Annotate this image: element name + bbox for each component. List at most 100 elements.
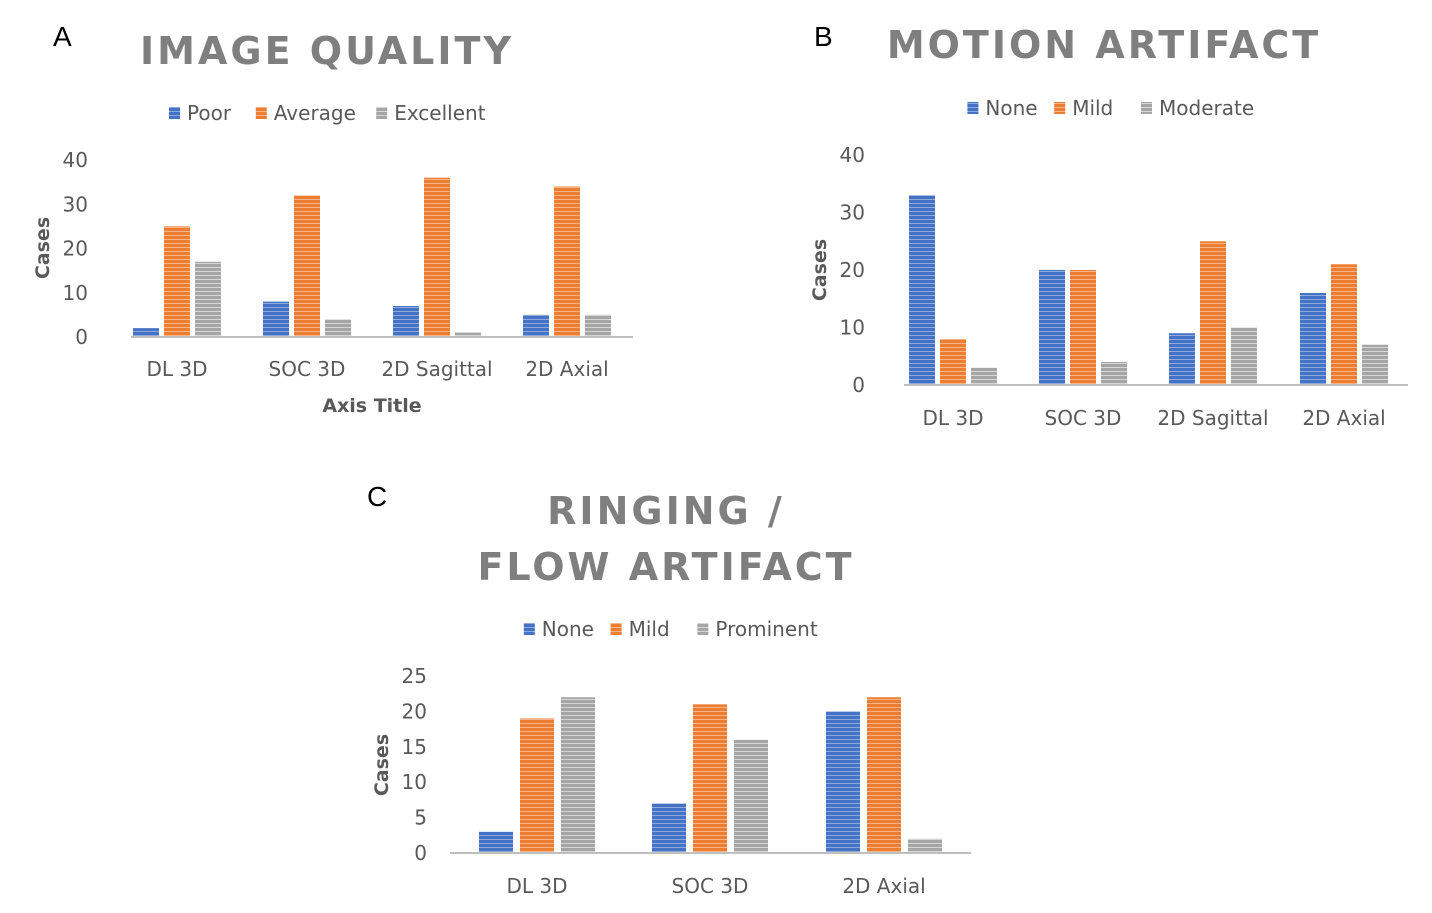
bar-average-2d-axial xyxy=(554,186,580,337)
legend-swatch-prominent xyxy=(697,623,709,635)
bar-moderate-soc-3d xyxy=(1101,362,1127,385)
bar-moderate-2d-sagittal xyxy=(1231,327,1257,385)
x-category-label: 2D Axial xyxy=(525,357,608,381)
chart-panel-b: B MOTION ARTIFACT None Mild Moderate 0 10 20… xyxy=(809,21,1408,430)
legend-label: None xyxy=(985,96,1037,120)
bar-mild-soc-3d xyxy=(1070,270,1096,385)
y-tick-label: 10 xyxy=(402,770,427,794)
x-category-label: 2D Sagittal xyxy=(381,357,492,381)
y-tick-label: 25 xyxy=(402,664,427,688)
legend-item-mild: Mild xyxy=(610,617,670,641)
chart-title-line-2: FLOW ARTIFACT xyxy=(477,545,854,589)
legend-label: Excellent xyxy=(394,101,486,125)
bar-prominent-2d-axial xyxy=(908,838,942,853)
bar-poor-dl-3d xyxy=(133,328,159,337)
bar-none-2d-sagittal xyxy=(1169,333,1195,385)
chart-title: MOTION ARTIFACT xyxy=(887,23,1321,67)
bar-mild-2d-sagittal xyxy=(1200,241,1226,385)
x-category-label: 2D Axial xyxy=(842,874,925,898)
panel-letter-a: A xyxy=(53,21,72,52)
y-axis-title: Cases xyxy=(32,217,54,279)
legend-item-excellent: Excellent xyxy=(376,101,486,125)
x-category-label: 2D Axial xyxy=(1302,406,1385,430)
plot-area: 0 10 20 30 40 DL 3D SOC 3D 2D Sagittal 2D Axial xyxy=(840,143,1408,430)
plot-area: 0 5 10 15 20 25 DL 3D SOC 3D 2D Axial xyxy=(402,664,971,898)
bar-average-2d-sagittal xyxy=(424,177,450,337)
legend-label: Poor xyxy=(187,101,232,125)
bar-mild-2d-axial xyxy=(867,697,901,853)
legend-label: Mild xyxy=(1072,96,1113,120)
y-tick-label: 30 xyxy=(63,192,88,216)
x-category-label: DL 3D xyxy=(922,406,983,430)
bar-none-2d-axial xyxy=(826,711,860,853)
legend-swatch-average xyxy=(255,107,267,119)
y-tick-label: 20 xyxy=(840,258,865,282)
chart-panel-c: C RINGING / FLOW ARTIFACT None Mild Promin… xyxy=(367,481,971,898)
chart-panel-a: A IMAGE QUALITY Poor Average Excellent 0 10… xyxy=(32,21,633,417)
panel-letter-b: B xyxy=(814,21,833,52)
bar-none-soc-3d xyxy=(1039,270,1065,385)
y-tick-label: 0 xyxy=(75,325,88,349)
bar-none-soc-3d xyxy=(652,803,686,853)
legend-item-average: Average xyxy=(255,101,356,125)
chart-title-line-1: RINGING / xyxy=(547,489,785,533)
x-category-label: DL 3D xyxy=(146,357,207,381)
bar-poor-2d-sagittal xyxy=(393,306,419,337)
y-tick-label: 15 xyxy=(402,735,427,759)
y-axis-title: Cases xyxy=(371,734,393,796)
x-axis-title: Axis Title xyxy=(322,395,421,417)
bar-mild-soc-3d xyxy=(693,704,727,853)
legend-label: Moderate xyxy=(1159,96,1254,120)
legend-item-mild: Mild xyxy=(1054,96,1113,120)
legend-swatch-none xyxy=(967,102,979,114)
legend-label: Mild xyxy=(629,617,670,641)
legend-swatch-none xyxy=(523,623,535,635)
legend: None Mild Moderate xyxy=(967,96,1254,120)
bar-excellent-soc-3d xyxy=(325,319,351,337)
bar-mild-dl-3d xyxy=(940,339,966,385)
y-tick-label: 20 xyxy=(63,237,88,261)
bar-average-soc-3d xyxy=(294,195,320,337)
bar-none-dl-3d xyxy=(909,195,935,385)
legend-label: Average xyxy=(274,101,356,125)
plot-area: 0 10 20 30 40 DL 3D SOC 3D 2D Sagittal 2D Axial xyxy=(63,148,633,381)
bar-prominent-soc-3d xyxy=(734,739,768,853)
bar-excellent-dl-3d xyxy=(195,261,221,337)
y-tick-label: 30 xyxy=(840,201,865,225)
y-tick-label: 10 xyxy=(840,316,865,340)
x-category-label: DL 3D xyxy=(506,874,567,898)
bar-prominent-dl-3d xyxy=(561,697,595,853)
chart-title: IMAGE QUALITY xyxy=(140,29,514,73)
legend-swatch-excellent xyxy=(376,107,388,119)
bar-excellent-2d-sagittal xyxy=(455,332,481,337)
legend-swatch-poor xyxy=(169,107,180,119)
bar-poor-soc-3d xyxy=(263,301,289,337)
legend-label: None xyxy=(542,617,594,641)
bar-mild-2d-axial xyxy=(1331,264,1357,385)
bar-moderate-dl-3d xyxy=(971,367,997,385)
y-tick-label: 0 xyxy=(414,841,427,865)
x-category-label: 2D Sagittal xyxy=(1157,406,1268,430)
y-tick-label: 0 xyxy=(852,373,865,397)
bar-average-dl-3d xyxy=(164,226,190,337)
y-tick-label: 20 xyxy=(402,699,427,723)
bar-excellent-2d-axial xyxy=(585,314,611,337)
y-tick-label: 40 xyxy=(840,143,865,167)
legend-item-none: None xyxy=(523,617,594,641)
bar-none-2d-axial xyxy=(1300,293,1326,385)
legend-item-poor: Poor xyxy=(169,101,232,125)
y-tick-label: 10 xyxy=(63,281,88,305)
legend-swatch-moderate xyxy=(1141,102,1152,114)
legend-swatch-mild xyxy=(610,623,622,635)
legend-item-none: None xyxy=(967,96,1038,120)
bar-moderate-2d-axial xyxy=(1362,344,1388,385)
y-axis-title: Cases xyxy=(809,239,831,301)
x-category-label: SOC 3D xyxy=(269,357,346,381)
x-category-label: SOC 3D xyxy=(672,874,749,898)
legend: Poor Average Excellent xyxy=(169,101,486,125)
bar-none-dl-3d xyxy=(479,831,513,853)
legend-label: Prominent xyxy=(715,617,817,641)
legend-item-moderate: Moderate xyxy=(1141,96,1254,120)
y-tick-label: 40 xyxy=(63,148,88,172)
